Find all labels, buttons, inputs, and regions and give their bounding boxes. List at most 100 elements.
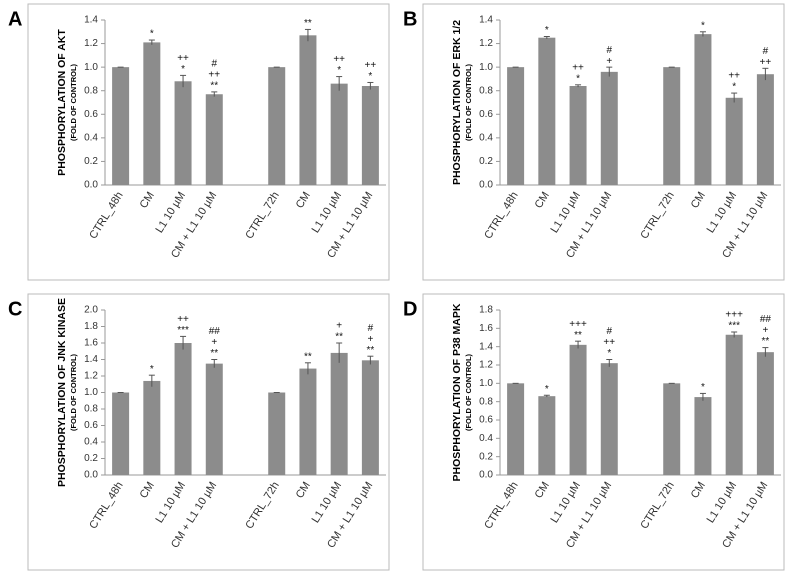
bar xyxy=(143,42,161,186)
y-tick-label: 0.4 xyxy=(479,132,493,143)
significance-label: * xyxy=(150,364,154,375)
bar xyxy=(143,380,161,475)
x-tick-label: CM xyxy=(533,480,552,501)
x-tick-label: L1 10 µM xyxy=(548,480,583,525)
error-bar xyxy=(699,31,706,37)
significance-label: * xyxy=(150,29,154,40)
significance-label: +++ xyxy=(569,319,587,330)
significance-label: * xyxy=(732,82,736,93)
error-bar xyxy=(699,392,706,401)
significance-label: ## xyxy=(760,314,772,325)
y-tick-label: 0.0 xyxy=(479,470,493,481)
bar xyxy=(507,383,525,475)
x-tick-label: CM xyxy=(294,480,313,501)
y-tick-label: 1.2 xyxy=(84,38,98,49)
x-tick-label: CTRL_48h xyxy=(482,480,520,531)
significance-label: # xyxy=(211,59,217,70)
significance-label: +++ xyxy=(725,310,743,321)
error-bar xyxy=(731,331,738,338)
panel-label: B xyxy=(403,8,417,30)
bar xyxy=(600,363,618,475)
panel-label: D xyxy=(403,298,417,320)
y-tick-label: 0.6 xyxy=(479,109,493,120)
y-axis-title: PHOSPHORYLATION OF P38 MAPK xyxy=(451,303,463,481)
significance-label: ++ xyxy=(333,54,345,65)
y-tick-label: 1.6 xyxy=(84,338,98,349)
y-tick-label: 0.4 xyxy=(84,437,98,448)
significance-label: ** xyxy=(761,336,769,347)
error-bar xyxy=(336,342,343,363)
panel-frame xyxy=(27,3,390,281)
bar xyxy=(663,383,681,475)
y-tick-label: 0.6 xyxy=(84,109,98,120)
y-axis-title: PHOSPHORYLATION OF AKT xyxy=(56,29,68,176)
significance-label: + xyxy=(367,334,373,345)
y-axis-subtitle: (FOLD OF CONTROL) xyxy=(69,63,78,141)
y-tick-label: 0.0 xyxy=(84,180,98,191)
bar xyxy=(725,97,743,185)
bar xyxy=(330,352,348,475)
bar xyxy=(663,67,681,185)
y-tick-label: 0.8 xyxy=(479,396,493,407)
error-bar xyxy=(367,355,374,365)
bar xyxy=(756,352,774,475)
bar xyxy=(205,94,223,185)
chart-panel: B PHOSPHORYLATION OF ERK 1/2 (FOLD OF CONT… xyxy=(403,3,785,281)
significance-label: * xyxy=(545,25,549,36)
y-tick-label: 1.8 xyxy=(479,305,493,316)
significance-label: ** xyxy=(366,345,374,356)
x-tick-label: CM xyxy=(533,190,552,211)
error-bar xyxy=(211,91,218,97)
bar xyxy=(694,397,712,475)
x-tick-label: L1 10 µM xyxy=(153,190,188,235)
significance-label: + xyxy=(211,337,217,348)
significance-label: # xyxy=(606,326,612,337)
significance-label: ** xyxy=(304,18,312,29)
bar xyxy=(507,67,525,185)
significance-label: ** xyxy=(574,330,582,341)
x-tick-label: L1 10 µM xyxy=(310,190,345,235)
significance-label: ## xyxy=(209,326,221,337)
panel-label: A xyxy=(8,8,22,30)
x-tick-label: CTRL_72h xyxy=(638,480,676,531)
x-tick-label: L1 10 µM xyxy=(548,190,583,235)
chart-panel: C PHOSPHORYLATION OF JNK KINASE (FOLD OF C… xyxy=(8,293,390,571)
x-tick-label: L1 10 µM xyxy=(705,190,740,235)
y-tick-label: 1.0 xyxy=(84,62,98,73)
y-tick-label: 0.2 xyxy=(479,156,493,167)
chart-panel: A PHOSPHORYLATION OF AKT (FOLD OF CONTROL)… xyxy=(8,3,390,281)
y-axis-title: PHOSPHORYLATION OF JNK KINASE xyxy=(56,298,68,487)
x-tick-label: CTRL_72h xyxy=(638,190,676,241)
panel-frame xyxy=(422,293,785,571)
significance-label: # xyxy=(763,46,769,57)
y-tick-label: 1.0 xyxy=(479,378,493,389)
error-bar xyxy=(336,76,343,91)
bar xyxy=(361,360,379,475)
y-axis-subtitle: (FOLD OF CONTROL) xyxy=(464,353,473,431)
bar xyxy=(112,67,130,185)
x-tick-label: CM xyxy=(138,480,157,501)
y-tick-label: 1.4 xyxy=(479,15,493,26)
error-bar xyxy=(762,347,769,357)
x-tick-label: CTRL_72h xyxy=(243,190,281,241)
panel-label: C xyxy=(8,298,22,320)
bar xyxy=(538,37,556,185)
significance-label: ** xyxy=(210,348,218,359)
significance-label: * xyxy=(181,64,185,75)
bar xyxy=(569,86,587,185)
y-tick-label: 1.0 xyxy=(479,62,493,73)
x-tick-label: CM xyxy=(689,190,708,211)
bar xyxy=(569,344,587,475)
significance-label: * xyxy=(607,348,611,359)
error-bar xyxy=(180,74,187,88)
y-tick-label: 0.4 xyxy=(479,433,493,444)
y-tick-label: 0.0 xyxy=(479,180,493,191)
x-tick-label: L1 10 µM xyxy=(705,480,740,525)
error-bar xyxy=(304,362,311,375)
significance-label: ++ xyxy=(208,70,220,81)
bar xyxy=(600,71,618,185)
bar xyxy=(725,334,743,475)
significance-label: ++ xyxy=(760,57,772,68)
bar xyxy=(694,34,712,186)
